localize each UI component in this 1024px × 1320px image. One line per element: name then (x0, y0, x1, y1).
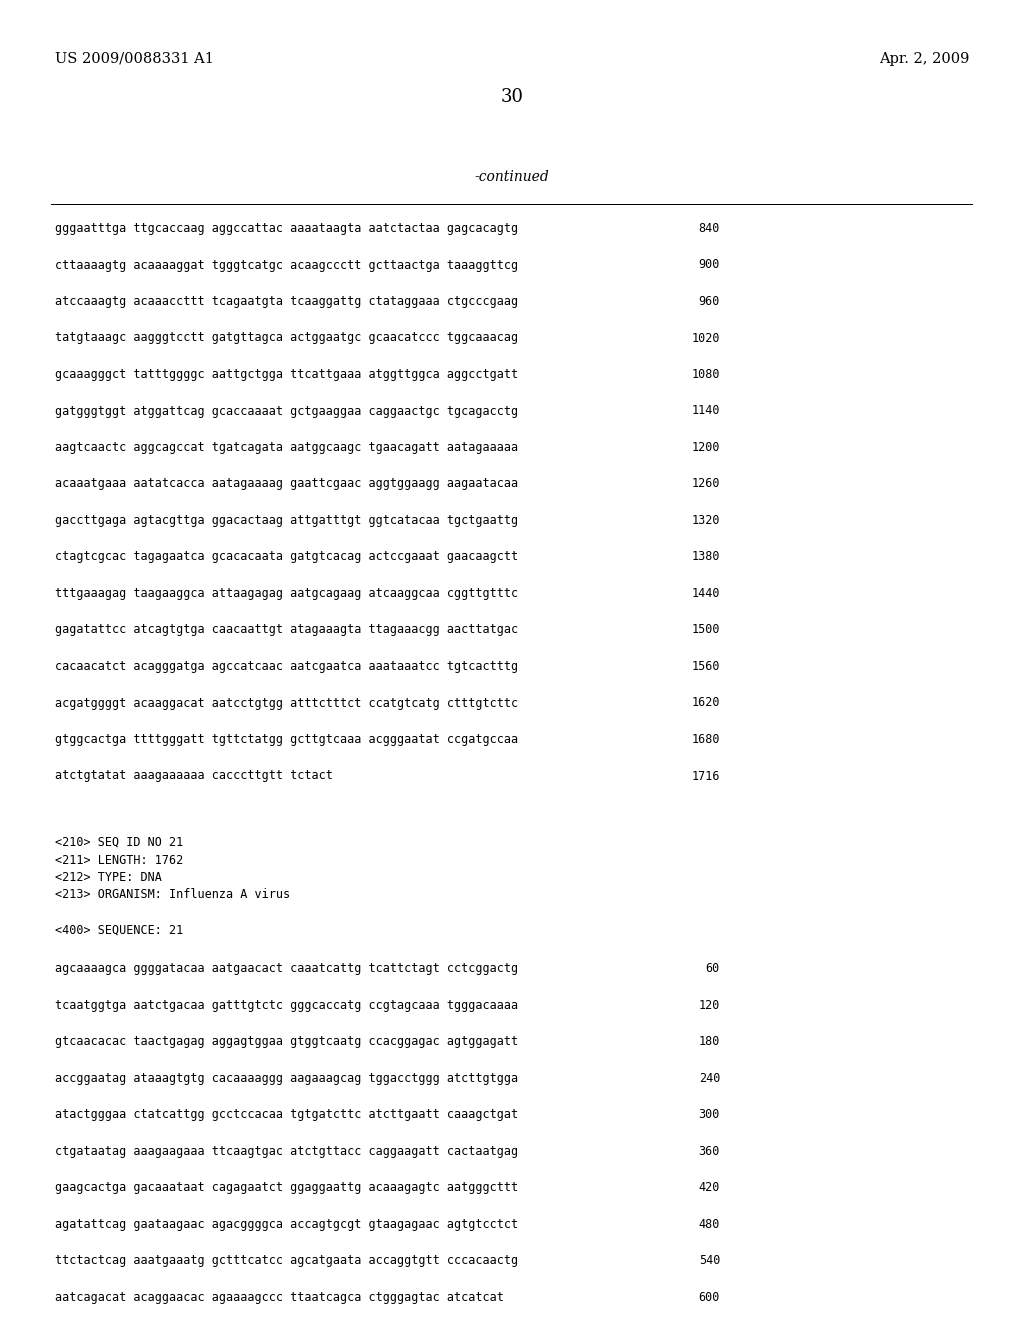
Text: 1080: 1080 (691, 368, 720, 381)
Text: 120: 120 (698, 999, 720, 1012)
Text: cacaacatct acagggatga agccatcaac aatcgaatca aaataaatcc tgtcactttg: cacaacatct acagggatga agccatcaac aatcgaa… (55, 660, 518, 673)
Text: gtcaacacac taactgagag aggagtggaa gtggtcaatg ccacggagac agtggagatt: gtcaacacac taactgagag aggagtggaa gtggtca… (55, 1035, 518, 1048)
Text: -continued: -continued (475, 170, 549, 183)
Text: agcaaaagca ggggatacaa aatgaacact caaatcattg tcattctagt cctcggactg: agcaaaagca ggggatacaa aatgaacact caaatca… (55, 962, 518, 975)
Text: tatgtaaagc aagggtcctt gatgttagca actggaatgc gcaacatccc tggcaaacag: tatgtaaagc aagggtcctt gatgttagca actggaa… (55, 331, 518, 345)
Text: 1380: 1380 (691, 550, 720, 564)
Text: Apr. 2, 2009: Apr. 2, 2009 (879, 51, 969, 66)
Text: 180: 180 (698, 1035, 720, 1048)
Text: US 2009/0088331 A1: US 2009/0088331 A1 (55, 51, 214, 66)
Text: <213> ORGANISM: Influenza A virus: <213> ORGANISM: Influenza A virus (55, 888, 290, 902)
Text: 900: 900 (698, 259, 720, 272)
Text: 420: 420 (698, 1181, 720, 1195)
Text: gatgggtggt atggattcag gcaccaaaat gctgaaggaa caggaactgc tgcagacctg: gatgggtggt atggattcag gcaccaaaat gctgaag… (55, 404, 518, 417)
Text: aagtcaactc aggcagccat tgatcagata aatggcaagc tgaacagatt aatagaaaaa: aagtcaactc aggcagccat tgatcagata aatggca… (55, 441, 518, 454)
Text: 1620: 1620 (691, 697, 720, 710)
Text: <400> SEQUENCE: 21: <400> SEQUENCE: 21 (55, 924, 183, 937)
Text: ctagtcgcac tagagaatca gcacacaata gatgtcacag actccgaaat gaacaagctt: ctagtcgcac tagagaatca gcacacaata gatgtca… (55, 550, 518, 564)
Text: 1140: 1140 (691, 404, 720, 417)
Text: 1500: 1500 (691, 623, 720, 636)
Text: gagatattcc atcagtgtga caacaattgt atagaaagta ttagaaacgg aacttatgac: gagatattcc atcagtgtga caacaattgt atagaaa… (55, 623, 518, 636)
Text: tttgaaagag taagaaggca attaagagag aatgcagaag atcaaggcaa cggttgtttc: tttgaaagag taagaaggca attaagagag aatgcag… (55, 587, 518, 601)
Text: 1320: 1320 (691, 513, 720, 527)
Text: acaaatgaaa aatatcacca aatagaaaag gaattcgaac aggtggaagg aagaatacaa: acaaatgaaa aatatcacca aatagaaaag gaattcg… (55, 478, 518, 491)
Text: atccaaagtg acaaaccttt tcagaatgta tcaaggattg ctataggaaa ctgcccgaag: atccaaagtg acaaaccttt tcagaatgta tcaagga… (55, 294, 518, 308)
Text: agatattcag gaataagaac agacggggca accagtgcgt gtaagagaac agtgtcctct: agatattcag gaataagaac agacggggca accagtg… (55, 1218, 518, 1230)
Text: gggaatttga ttgcaccaag aggccattac aaaataagta aatctactaa gagcacagtg: gggaatttga ttgcaccaag aggccattac aaaataa… (55, 222, 518, 235)
Text: tcaatggtga aatctgacaa gatttgtctc gggcaccatg ccgtagcaaa tgggacaaaa: tcaatggtga aatctgacaa gatttgtctc gggcacc… (55, 999, 518, 1012)
Text: gtggcactga ttttgggatt tgttctatgg gcttgtcaaa acgggaatat ccgatgccaa: gtggcactga ttttgggatt tgttctatgg gcttgtc… (55, 733, 518, 746)
Text: 240: 240 (698, 1072, 720, 1085)
Text: cttaaaagtg acaaaaggat tgggtcatgc acaagccctt gcttaactga taaaggttcg: cttaaaagtg acaaaaggat tgggtcatgc acaagcc… (55, 259, 518, 272)
Text: 60: 60 (706, 962, 720, 975)
Text: 1260: 1260 (691, 478, 720, 491)
Text: gcaaagggct tatttggggc aattgctgga ttcattgaaa atggttggca aggcctgatt: gcaaagggct tatttggggc aattgctgga ttcattg… (55, 368, 518, 381)
Text: 1716: 1716 (691, 770, 720, 783)
Text: 360: 360 (698, 1144, 720, 1158)
Text: 30: 30 (501, 88, 523, 106)
Text: ttctactcag aaatgaaatg gctttcatcc agcatgaata accaggtgtt cccacaactg: ttctactcag aaatgaaatg gctttcatcc agcatga… (55, 1254, 518, 1267)
Text: atctgtatat aaagaaaaaa cacccttgtt tctact: atctgtatat aaagaaaaaa cacccttgtt tctact (55, 770, 333, 783)
Text: gaagcactga gacaaataat cagagaatct ggaggaattg acaaagagtc aatgggcttt: gaagcactga gacaaataat cagagaatct ggaggaa… (55, 1181, 518, 1195)
Text: 540: 540 (698, 1254, 720, 1267)
Text: 1680: 1680 (691, 733, 720, 746)
Text: 960: 960 (698, 294, 720, 308)
Text: 1440: 1440 (691, 587, 720, 601)
Text: accggaatag ataaagtgtg cacaaaaggg aagaaagcag tggacctggg atcttgtgga: accggaatag ataaagtgtg cacaaaaggg aagaaag… (55, 1072, 518, 1085)
Text: 840: 840 (698, 222, 720, 235)
Text: 600: 600 (698, 1291, 720, 1304)
Text: <210> SEQ ID NO 21: <210> SEQ ID NO 21 (55, 836, 183, 849)
Text: acgatggggt acaaggacat aatcctgtgg atttctttct ccatgtcatg ctttgtcttc: acgatggggt acaaggacat aatcctgtgg atttctt… (55, 697, 518, 710)
Text: aatcagacat acaggaacac agaaaagccc ttaatcagca ctgggagtac atcatcat: aatcagacat acaggaacac agaaaagccc ttaatca… (55, 1291, 504, 1304)
Text: 300: 300 (698, 1109, 720, 1121)
Text: 1200: 1200 (691, 441, 720, 454)
Text: gaccttgaga agtacgttga ggacactaag attgatttgt ggtcatacaa tgctgaattg: gaccttgaga agtacgttga ggacactaag attgatt… (55, 513, 518, 527)
Text: 480: 480 (698, 1218, 720, 1230)
Text: 1560: 1560 (691, 660, 720, 673)
Text: ctgataatag aaagaagaaa ttcaagtgac atctgttacc caggaagatt cactaatgag: ctgataatag aaagaagaaa ttcaagtgac atctgtt… (55, 1144, 518, 1158)
Text: 1020: 1020 (691, 331, 720, 345)
Text: atactgggaa ctatcattgg gcctccacaa tgtgatcttc atcttgaatt caaagctgat: atactgggaa ctatcattgg gcctccacaa tgtgatc… (55, 1109, 518, 1121)
Text: <211> LENGTH: 1762: <211> LENGTH: 1762 (55, 854, 183, 866)
Text: <212> TYPE: DNA: <212> TYPE: DNA (55, 871, 162, 884)
